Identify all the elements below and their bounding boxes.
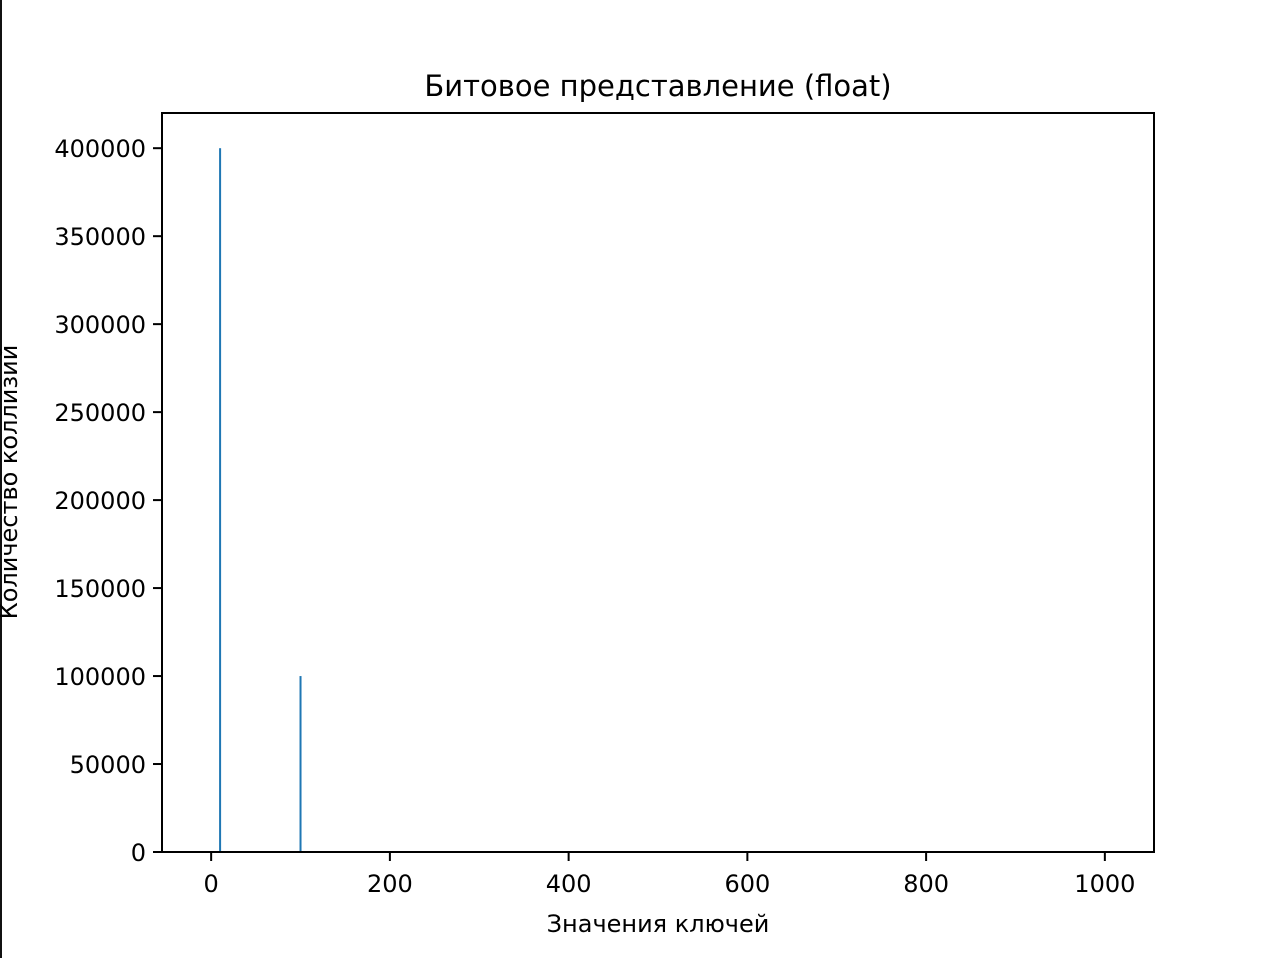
- y-tick-label: 350000: [54, 223, 146, 251]
- y-tick-label: 250000: [54, 399, 146, 427]
- y-tick-label: 400000: [54, 135, 146, 163]
- x-tick-label: 200: [367, 870, 413, 898]
- x-tick-label: 800: [903, 870, 949, 898]
- x-tick-label: 1000: [1074, 870, 1135, 898]
- x-tick-label: 600: [724, 870, 770, 898]
- window-left-edge: [0, 0, 2, 958]
- x-tick-label: 400: [546, 870, 592, 898]
- y-tick-label: 50000: [70, 751, 146, 779]
- y-axis-ticks: 0 50000 100000 150000 200000 250000 300000 3500…: [54, 135, 162, 867]
- y-axis-label: Количество коллизий: [0, 345, 23, 620]
- chart-title: Битовое представление (float): [424, 69, 891, 103]
- y-tick-label: 300000: [54, 311, 146, 339]
- y-tick-label: 200000: [54, 487, 146, 515]
- plot-frame: [161, 112, 1155, 853]
- y-tick-label: 100000: [54, 663, 146, 691]
- x-tick-label: 0: [204, 870, 219, 898]
- y-tick-label: 0: [131, 839, 146, 867]
- bar-0-1: [299, 676, 302, 852]
- bars-layer: [219, 148, 302, 852]
- bar-0-0: [219, 148, 222, 852]
- x-axis-label: Значения ключей: [547, 910, 770, 938]
- x-axis-ticks: 0 200 400 600 800 1000: [204, 852, 1135, 898]
- y-tick-label: 150000: [54, 575, 146, 603]
